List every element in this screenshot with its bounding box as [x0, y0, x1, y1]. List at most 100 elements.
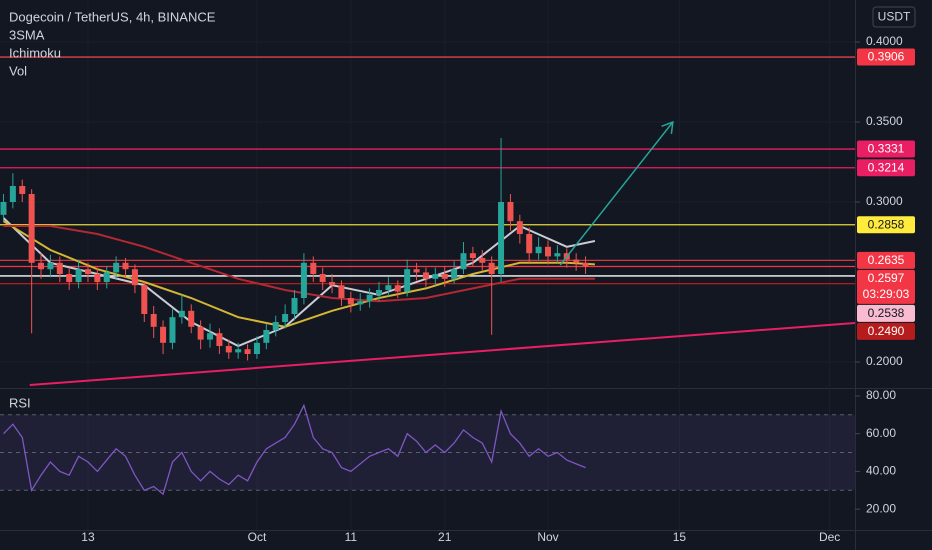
price-level-text: 0.3906 — [868, 50, 905, 64]
x-tick-label: Nov — [537, 530, 558, 544]
candle-body — [310, 262, 317, 274]
price-level-label — [857, 251, 915, 269]
rsi-pane — [0, 403, 855, 496]
candle-body — [103, 272, 110, 282]
candle-body — [178, 310, 185, 318]
candle-body — [272, 322, 279, 330]
price-pane — [0, 56, 855, 387]
x-tick-label: 13 — [81, 530, 95, 544]
legend: Dogecoin / TetherUS, 4h, BINANCE 3SMA Ic… — [9, 9, 216, 410]
candle-body — [28, 194, 35, 263]
candle-body — [235, 349, 242, 353]
price-level-text: 0.2538 — [868, 306, 905, 320]
candle-body — [225, 346, 232, 353]
y-tick-label: 0.3500 — [866, 114, 903, 128]
candle-body — [75, 269, 82, 282]
candle-body — [404, 269, 411, 292]
x-tick-label: 15 — [673, 530, 687, 544]
candle-body — [573, 259, 580, 263]
candle-body — [244, 349, 251, 354]
rsi-tick-label: 20.00 — [866, 501, 896, 515]
price-level-label — [857, 140, 915, 158]
countdown: 03:29:03 — [863, 287, 910, 301]
rsi-line — [3, 403, 586, 496]
y-tick-label: 0.3000 — [866, 194, 903, 208]
price-level-label — [857, 269, 915, 304]
moving-average — [3, 225, 595, 303]
candle-body — [469, 253, 476, 258]
candle-body — [291, 298, 298, 314]
candle-body — [507, 202, 514, 222]
price-level-label — [857, 159, 915, 177]
candle-body — [216, 333, 223, 346]
candle-body — [253, 342, 260, 354]
candle-body — [160, 326, 167, 343]
candle-body — [376, 290, 383, 295]
price-level-text: 0.2635 — [868, 253, 905, 267]
chart-title: Dogecoin / TetherUS, 4h, BINANCE — [9, 9, 216, 24]
candle-body — [413, 269, 420, 273]
candle-body — [131, 269, 138, 286]
arrow — [559, 121, 674, 266]
y-tick-label: 0.4000 — [866, 34, 903, 48]
candle-body — [263, 330, 270, 343]
candle-body — [516, 221, 523, 234]
candle-body — [535, 246, 542, 254]
candle-body — [197, 326, 204, 340]
price-level-text: 0.3331 — [868, 142, 905, 156]
candle-body — [84, 269, 91, 274]
candle-body — [0, 202, 7, 215]
candle-body — [319, 274, 326, 282]
price-level-label — [857, 304, 915, 322]
candle-body — [19, 186, 26, 194]
price-level-text: 0.2858 — [868, 217, 905, 231]
indicator-label: Ichimoku — [9, 45, 61, 60]
moving-average — [2, 220, 595, 328]
candle-body — [94, 274, 101, 282]
candle-body — [385, 285, 392, 290]
rsi-tick-label: 40.00 — [866, 464, 896, 478]
price-level-text: 0.2597 — [868, 271, 905, 285]
candle-body — [47, 262, 54, 270]
candle-body — [366, 294, 373, 302]
candle-body — [113, 262, 120, 273]
candle-body — [122, 262, 129, 270]
x-tick-label: Oct — [248, 530, 267, 544]
candle-body — [394, 285, 401, 292]
candle-body — [451, 269, 458, 279]
candle-body — [169, 317, 176, 343]
candle-body — [554, 253, 561, 257]
x-tick-label: 21 — [438, 530, 452, 544]
candle-body — [479, 258, 486, 263]
candle-body — [357, 301, 364, 305]
candle-body — [56, 262, 63, 274]
y-tick-label: 0.2000 — [866, 354, 903, 368]
candle-body — [9, 186, 16, 202]
candle-body — [338, 285, 345, 298]
candle-body — [432, 274, 439, 279]
price-level-text: 0.3214 — [868, 160, 905, 174]
candle-body — [66, 274, 73, 282]
trendline — [29, 321, 855, 387]
candle-body — [329, 282, 336, 286]
rsi-tick-label: 60.00 — [866, 426, 896, 440]
candle-body — [582, 262, 589, 267]
currency-label: USDT — [878, 10, 911, 24]
price-level-label — [857, 48, 915, 66]
candle-body — [526, 234, 533, 254]
candle-body — [207, 333, 214, 340]
candle-body — [188, 310, 195, 327]
candle-body — [150, 314, 157, 327]
rsi-label: RSI — [9, 395, 31, 410]
rsi-tick-label: 80.00 — [866, 388, 896, 402]
price-level-text: 0.2490 — [868, 324, 905, 338]
indicator-label: Vol — [9, 63, 27, 78]
candle-body — [347, 298, 354, 305]
x-tick-label: Dec — [819, 530, 840, 544]
candle-body — [141, 285, 148, 314]
price-level-label — [857, 322, 915, 340]
candle-body — [544, 246, 551, 257]
candle-body — [498, 202, 505, 274]
